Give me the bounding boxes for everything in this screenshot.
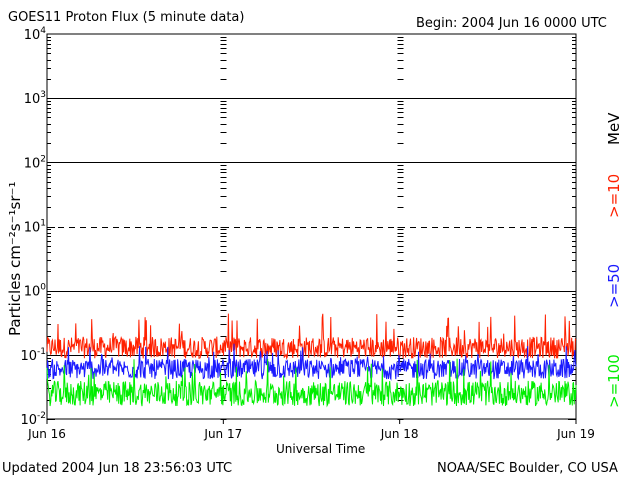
x-tick-label: Jun 16 (27, 427, 66, 441)
y-axis-label: Particles cm⁻²s⁻¹sr⁻¹ (6, 181, 24, 336)
x-axis-label: Universal Time (276, 442, 366, 456)
legend-series-2: >=50 (605, 263, 623, 308)
x-tick-label: Jun 19 (556, 427, 595, 441)
unit-label: MeV (605, 112, 623, 145)
y-tick-label: 100 (24, 283, 47, 300)
y-tick-label: 101 (24, 219, 46, 236)
y-tick-label: 102 (24, 154, 46, 171)
begin-time-label: Begin: 2004 Jun 16 0000 UTC (416, 16, 607, 31)
chart-title: GOES11 Proton Flux (5 minute data) (8, 10, 245, 25)
series-line-2 (46, 343, 577, 381)
x-tick-label: Jun 18 (380, 427, 419, 441)
y-tick-label: 104 (24, 26, 47, 43)
series-line-1 (46, 313, 577, 361)
legend-series-1: >=10 (605, 173, 623, 218)
x-tick-label: Jun 17 (203, 427, 242, 441)
source-label: NOAA/SEC Boulder, CO USA (437, 461, 618, 476)
legend-series-3: >=100 (605, 354, 623, 408)
y-tick-label: 10-2 (20, 411, 46, 428)
series-line-3 (46, 358, 577, 408)
y-tick-label: 10-1 (20, 347, 46, 364)
plot-frame (46, 33, 577, 420)
y-tick-label: 103 (24, 90, 46, 107)
updated-label: Updated 2004 Jun 18 23:56:03 UTC (2, 461, 233, 476)
